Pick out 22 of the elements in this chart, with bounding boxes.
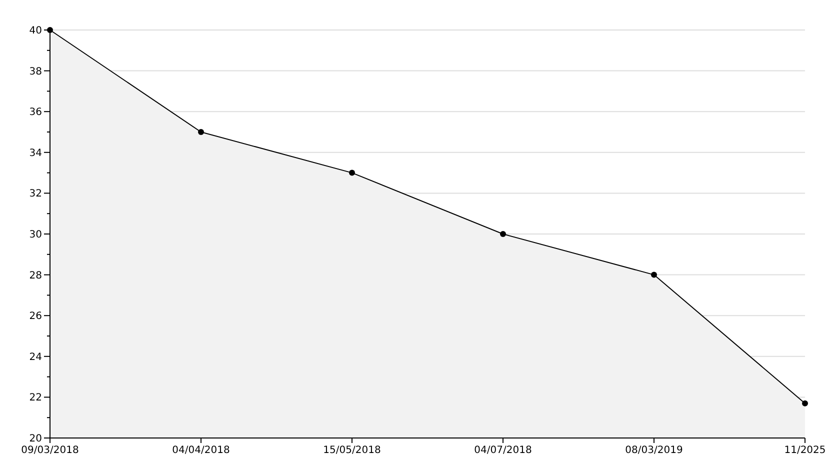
y-tick-label: 24: [29, 352, 42, 363]
point: [198, 129, 204, 135]
y-tick-label: 36: [29, 107, 42, 118]
y-tick-label: 20: [29, 434, 42, 444]
y-tick-label: 32: [29, 188, 42, 200]
y-tick-label: 30: [29, 230, 42, 240]
point: [651, 272, 657, 278]
y-tick-label: 28: [29, 270, 42, 282]
point: [349, 170, 355, 176]
x-tick-label: 08/03/2019: [625, 445, 683, 456]
point: [500, 231, 506, 237]
point: [802, 400, 808, 406]
y-tick-label: 26: [29, 311, 42, 322]
x-tick-label: 04/07/2018: [474, 445, 532, 456]
x-tick-label: 04/04/2018: [172, 445, 230, 456]
y-tick-label: 22: [29, 392, 42, 404]
x-tick-label: 09/03/2018: [21, 445, 79, 456]
y-tick-label: 40: [29, 26, 42, 36]
y-tick-label: 34: [29, 148, 42, 159]
x-tick-label: 11/2025: [784, 445, 826, 456]
x-tick-label: 15/05/2018: [323, 445, 381, 456]
y-tick-label: 38: [29, 66, 42, 78]
